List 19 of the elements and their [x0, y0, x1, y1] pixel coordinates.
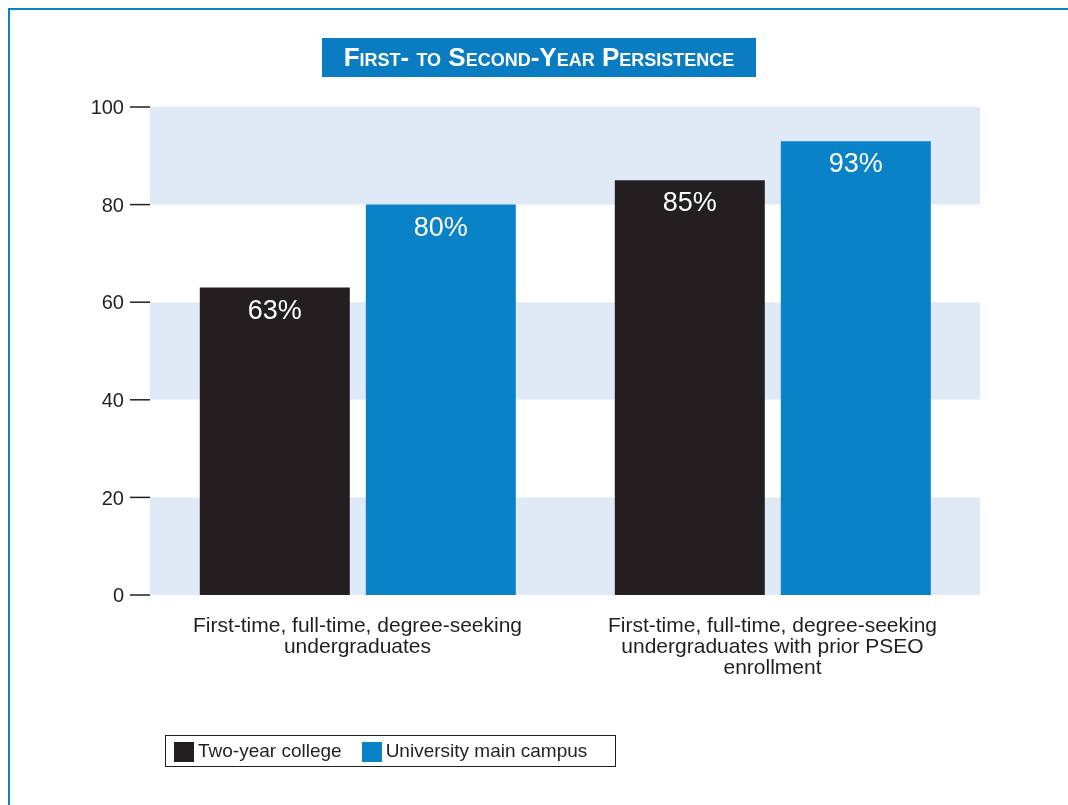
- data-label: 85%: [662, 187, 717, 218]
- data-label: 93%: [828, 148, 883, 179]
- x-tick-label: First-time, full-time, degree-seeking undergraduates: [192, 612, 523, 657]
- legend-label: University main campus: [385, 740, 588, 761]
- y-tick-label: 20: [101, 486, 124, 509]
- chart-title: First- to Second-Year Persistence: [321, 38, 757, 77]
- y-tick-label: 60: [101, 291, 124, 314]
- y-tick-label: 0: [112, 584, 124, 607]
- x-tick-label: First-time, full-time, degree-seeking undergraduates with prior PSEO enrollment: [607, 612, 938, 678]
- y-tick-label: 80: [101, 193, 124, 216]
- bar: [365, 204, 516, 595]
- y-tick-label: 100: [90, 96, 124, 119]
- data-label: 63%: [247, 294, 302, 325]
- bar: [614, 180, 765, 595]
- bar: [780, 141, 931, 595]
- legend-label: Two-year college: [198, 740, 342, 761]
- y-tick-label: 40: [101, 388, 124, 411]
- data-label: 80%: [413, 211, 468, 242]
- bar: [199, 287, 350, 595]
